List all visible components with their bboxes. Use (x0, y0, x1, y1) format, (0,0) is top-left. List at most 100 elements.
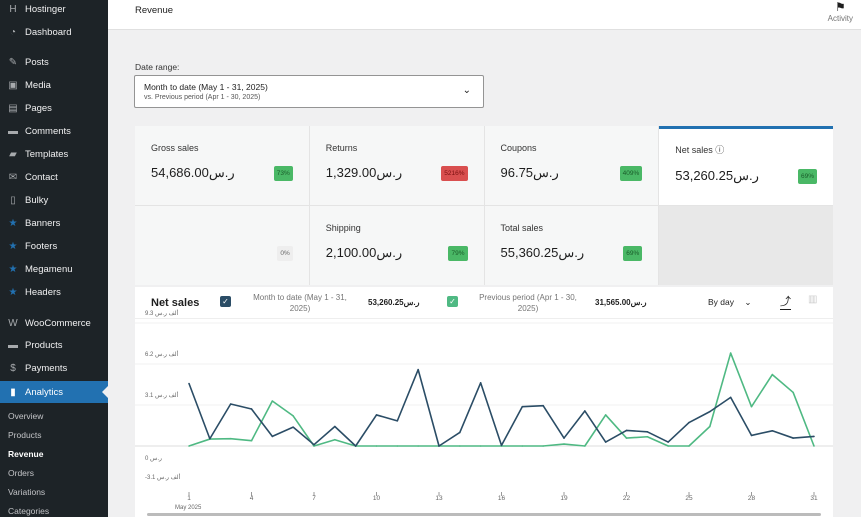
y-tick-label: 9.3 ألف ر.س (145, 308, 179, 317)
data-point (729, 396, 732, 399)
series-1-checkbox[interactable]: ✓ (220, 296, 231, 307)
date-range-select[interactable]: Month to date (May 1 - 31, 2025) vs. Pre… (134, 75, 484, 108)
x-axis-sublabel: May 2025 (175, 505, 202, 511)
submenu-orders[interactable]: Orders (8, 468, 34, 478)
data-point (479, 445, 482, 447)
sidebar-item-dashboard[interactable]: ◔ Dashboard (0, 21, 108, 43)
summary-card[interactable]: Gross sales 54,686.00ر.س 73% (135, 126, 309, 205)
sidebar-item-label: Bulky (25, 194, 49, 206)
sidebar-item-label: Megamenu (25, 263, 73, 275)
data-point (646, 430, 649, 433)
sidebar-item-woocommerce[interactable]: W WooCommerce (0, 312, 108, 334)
series-2-total: 31,565.00ر.س (595, 298, 647, 307)
data-point (771, 429, 774, 432)
summary-card[interactable]: Shipping 2,100.00ر.س 79% (309, 206, 484, 285)
submenu-variations[interactable]: Variations (8, 487, 46, 497)
data-point (563, 443, 565, 445)
sidebar-item-bulky[interactable]: ▯ Bulky (0, 189, 108, 211)
data-point (396, 445, 399, 447)
line-chart: 9.3 ألف ر.س 6.2 ألف ر.س 3.1 ألف ر.س 0 ر.س -3… (135, 308, 833, 516)
data-point (771, 373, 774, 376)
sidebar-item-label: Banners (25, 217, 61, 229)
series-2-label: Previous period (Apr 1 - 30, 2025) (479, 293, 577, 313)
data-point (250, 408, 253, 410)
submenu-revenue[interactable]: Revenue (8, 449, 44, 459)
sidebar-item-label: Payments (25, 362, 68, 374)
sidebar-item-posts[interactable]: ✎ Posts (0, 51, 108, 73)
star-icon: ★ (8, 286, 18, 298)
data-point (813, 435, 815, 438)
data-point (584, 445, 586, 447)
summary-card[interactable]: 0% (135, 206, 309, 285)
sidebar-item-megamenu[interactable]: ★ Megamenu (0, 258, 108, 280)
data-point (313, 445, 315, 447)
data-point (750, 405, 753, 408)
interval-select[interactable]: By day ⌄ (708, 297, 752, 307)
summary-cards: Gross sales 54,686.00ر.س 73% Returns 1,329.0… (135, 126, 833, 285)
sidebar-item-label: Contact (25, 171, 58, 183)
series-1-total: 53,260.25ر.س (368, 298, 420, 307)
comments-icon: ▬ (8, 125, 18, 137)
sidebar-item-templates[interactable]: ▰ Templates (0, 143, 108, 165)
data-point (459, 445, 461, 447)
x-tick-label: 10 (373, 495, 381, 502)
data-point (334, 425, 336, 428)
sidebar-item-contact[interactable]: ✉ Contact (0, 166, 108, 188)
submenu-overview[interactable]: Overview (8, 411, 44, 421)
sidebar-item-pages[interactable]: ▤ Pages (0, 97, 108, 119)
card-label: Total sales (500, 223, 544, 233)
data-point (604, 441, 607, 443)
summary-card[interactable]: Coupons 96.75ر.س 409% (484, 126, 659, 205)
card-value: 1,329.00ر.س (325, 165, 403, 180)
sidebar-item-headers[interactable]: ★ Headers (0, 281, 108, 303)
y-tick-label: 3.1 ألف ر.س (145, 390, 179, 399)
line-chart-toggle-icon[interactable]: ⤴ (780, 293, 791, 310)
data-point (709, 425, 711, 428)
chart-title: Net sales (151, 297, 200, 309)
series-2-checkbox[interactable]: ✓ (447, 296, 458, 307)
sidebar-item-label: Pages (25, 102, 52, 114)
empty-card-slot (659, 206, 833, 285)
data-point (313, 443, 315, 446)
data-point (584, 410, 586, 412)
submenu-products[interactable]: Products (8, 430, 42, 440)
data-point (521, 405, 524, 408)
summary-card[interactable]: Total sales 55,360.25ر.س 69% (484, 206, 659, 285)
card-value: 2,100.00ر.س (325, 245, 403, 260)
sidebar-item-label: Posts (25, 56, 49, 68)
bar-chart-toggle-icon[interactable]: ▥ (808, 294, 818, 305)
delta-badge: 409% (619, 166, 643, 181)
submenu-categories[interactable]: Categories (8, 506, 50, 516)
sidebar-item-payments[interactable]: $ Payments (0, 357, 108, 379)
sidebar-item-comments[interactable]: ▬ Comments (0, 120, 108, 142)
data-point (646, 435, 649, 438)
y-tick-label: 6.2 ألف ر.س (145, 349, 179, 358)
products-icon: ▬ (8, 339, 18, 351)
sidebar-item-banners[interactable]: ★ Banners (0, 212, 108, 234)
sidebar-item-label: Products (25, 339, 63, 351)
sidebar-item-footers[interactable]: ★ Footers (0, 235, 108, 257)
y-tick-label: 0 ر.س (145, 456, 162, 462)
sidebar-item-analytics[interactable]: ▮ Analytics (0, 381, 108, 403)
sidebar-item-hostinger[interactable]: H Hostinger (0, 0, 108, 20)
page-title: Revenue (135, 5, 174, 16)
activity-button[interactable]: ⚑ Activity (827, 0, 853, 23)
horizontal-scrollbar[interactable] (147, 513, 821, 516)
chart-header: Net sales ✓ Month to date (May 1 - 31, 2… (135, 287, 833, 319)
data-point (375, 414, 378, 416)
sidebar-item-media[interactable]: ▣ Media (0, 74, 108, 96)
x-tick-label: 7 (312, 495, 316, 502)
folder-icon: ▰ (9, 148, 17, 160)
summary-card[interactable]: Net sales ⓘ 53,260.25ر.س 69% (659, 126, 833, 205)
data-point (625, 429, 628, 432)
sidebar-item-products[interactable]: ▬ Products (0, 334, 108, 356)
card-value: 55,360.25ر.س (500, 245, 585, 260)
summary-card[interactable]: Returns 1,329.00ر.س 5216% (309, 126, 484, 205)
document-icon: ▯ (10, 194, 16, 206)
data-point (667, 441, 669, 443)
data-point (500, 444, 503, 447)
pin-icon: ✎ (8, 56, 18, 68)
data-point (625, 437, 628, 439)
data-point (688, 445, 690, 447)
data-point (292, 415, 294, 417)
